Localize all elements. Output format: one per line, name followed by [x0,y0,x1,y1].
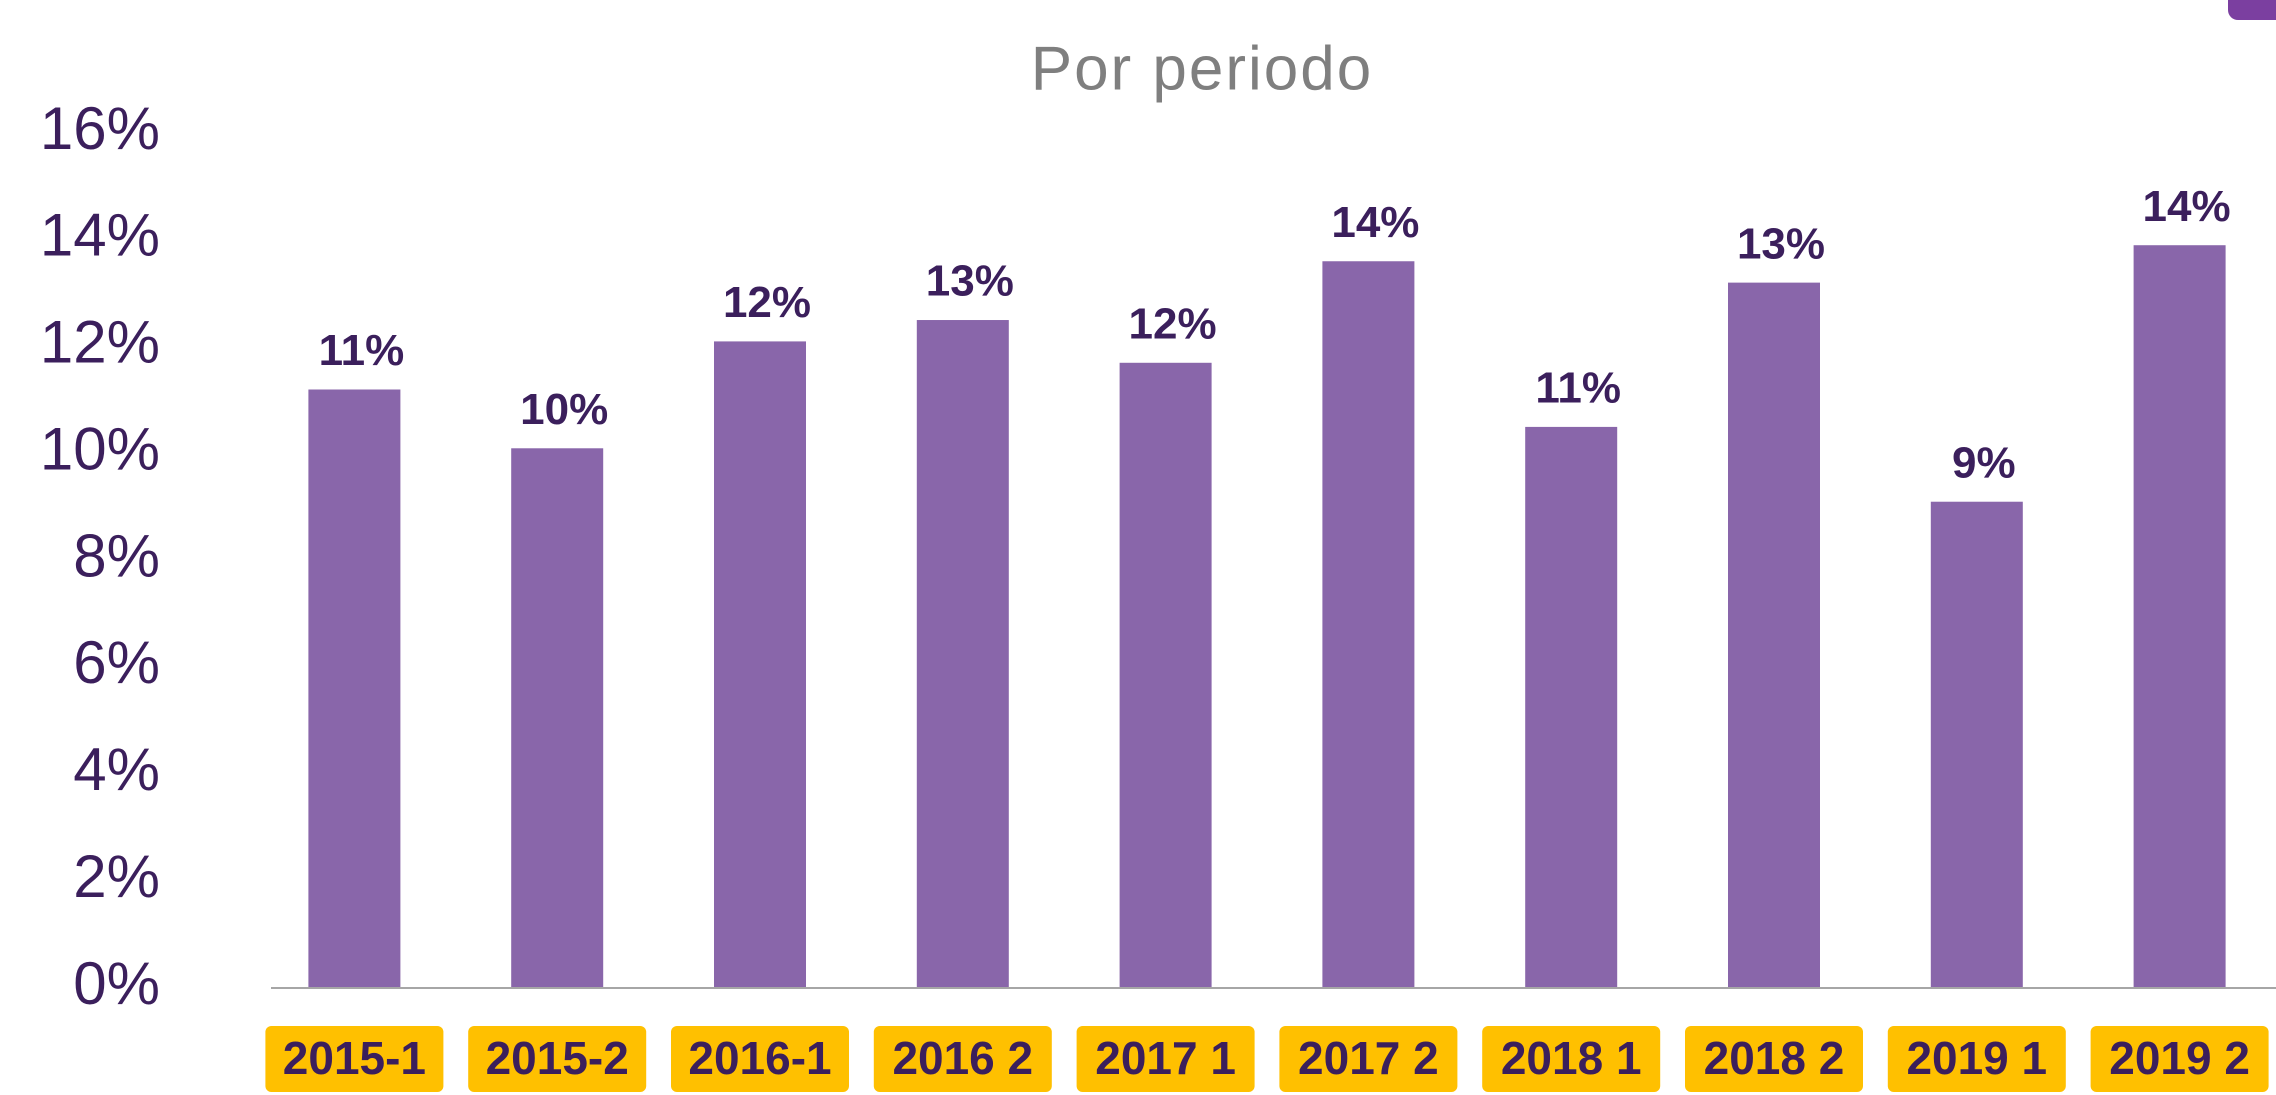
value-label: 11% [319,326,405,375]
value-label: 14% [2143,182,2231,231]
category-box [1685,1026,1863,1092]
x-tick-label: 2019 2 [2109,1032,2250,1084]
bar [308,389,401,988]
x-tick-label: 2017 1 [1095,1032,1236,1084]
category-box [265,1026,444,1092]
x-tick-label: 2016 2 [892,1032,1033,1084]
corner-decoration [2228,0,2276,20]
y-tick-label: 10% [40,415,160,482]
value-label: 12% [1129,299,1217,348]
category-box [1887,1026,2066,1092]
value-label: 13% [1737,219,1825,268]
y-tick-label: 4% [73,736,160,803]
y-tick-label: 0% [73,950,160,1017]
category-box [468,1026,647,1092]
value-label: 14% [1331,198,1419,247]
y-tick-label: 8% [73,522,160,589]
bar [1525,426,1618,988]
value-label: 11% [1535,364,1621,413]
x-tick-label: 2015-2 [486,1032,629,1084]
category-box [2090,1026,2269,1092]
value-label: 10% [520,385,608,434]
x-tick-label: 2015-1 [283,1032,426,1084]
value-label: 9% [1952,438,2016,487]
category-box [873,1026,1052,1092]
category-box [1482,1026,1661,1092]
y-tick-label: 14% [40,202,160,269]
chart-title: Por periodo [1031,34,1374,103]
bar [1728,282,1820,988]
x-tick-label: 2017 2 [1298,1032,1439,1084]
x-tick-label: 2019 1 [1906,1032,2047,1084]
y-tick-label: 12% [40,309,160,376]
value-label: 12% [723,278,811,327]
value-label: 13% [926,257,1014,306]
bar [714,341,806,988]
bar [511,448,604,988]
bar [2133,245,2226,988]
bar [916,320,1009,988]
x-tick-label: 2016-1 [688,1032,831,1084]
y-tick-label: 2% [73,843,160,910]
x-tick-label: 2018 1 [1501,1032,1642,1084]
y-tick-label: 16% [40,95,160,162]
bar [1322,261,1415,988]
category-box [1076,1026,1255,1092]
y-tick-label: 6% [73,629,160,696]
bar [1930,501,2023,988]
bar [1119,362,1212,988]
x-tick-label: 2018 2 [1704,1032,1845,1084]
category-box [1279,1026,1458,1092]
category-box [671,1026,849,1092]
